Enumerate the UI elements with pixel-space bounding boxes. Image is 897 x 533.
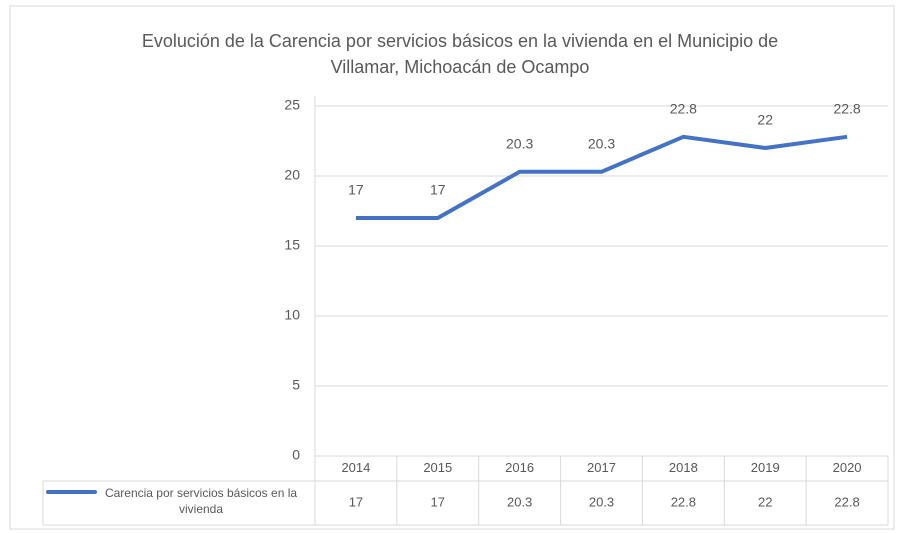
table-value: 22.8: [671, 494, 696, 509]
y-tick-label: 5: [292, 377, 300, 393]
x-tick-label: 2015: [423, 460, 452, 475]
table-value: 20.3: [507, 494, 532, 509]
x-tick-label: 2020: [833, 460, 862, 475]
chart-border: [9, 5, 895, 530]
y-tick-label: 0: [292, 447, 300, 463]
data-label: 22.8: [833, 101, 860, 117]
y-tick-label: 15: [284, 237, 300, 253]
x-tick-label: 2016: [505, 460, 534, 475]
legend-label: Carencia por servicios básicos en la viv…: [104, 486, 298, 516]
chart-title: Evolución de la Carencia por servicios b…: [142, 31, 778, 51]
table-value: 22: [758, 494, 772, 509]
table-value: 22.8: [834, 494, 859, 509]
line-series: [355, 134, 848, 220]
x-tick-label: 2017: [587, 460, 616, 475]
y-tick-label: 20: [284, 167, 300, 183]
y-tick-label: 25: [284, 97, 300, 113]
data-label: 22.8: [670, 101, 697, 117]
x-tick-label: 2014: [341, 460, 370, 475]
table-value: 20.3: [589, 494, 614, 509]
x-tick-label: 2018: [669, 460, 698, 475]
y-tick-label: 10: [284, 307, 300, 323]
x-tick-label: 2019: [751, 460, 780, 475]
table-value: 17: [431, 494, 445, 509]
chart-title: Villamar, Michoacán de Ocampo: [331, 57, 590, 77]
data-label: 22: [757, 112, 773, 128]
data-label: 17: [430, 182, 446, 198]
data-label: 17: [348, 182, 364, 198]
data-label: 20.3: [588, 136, 615, 152]
table-value: 17: [349, 494, 363, 509]
data-label: 20.3: [506, 136, 533, 152]
